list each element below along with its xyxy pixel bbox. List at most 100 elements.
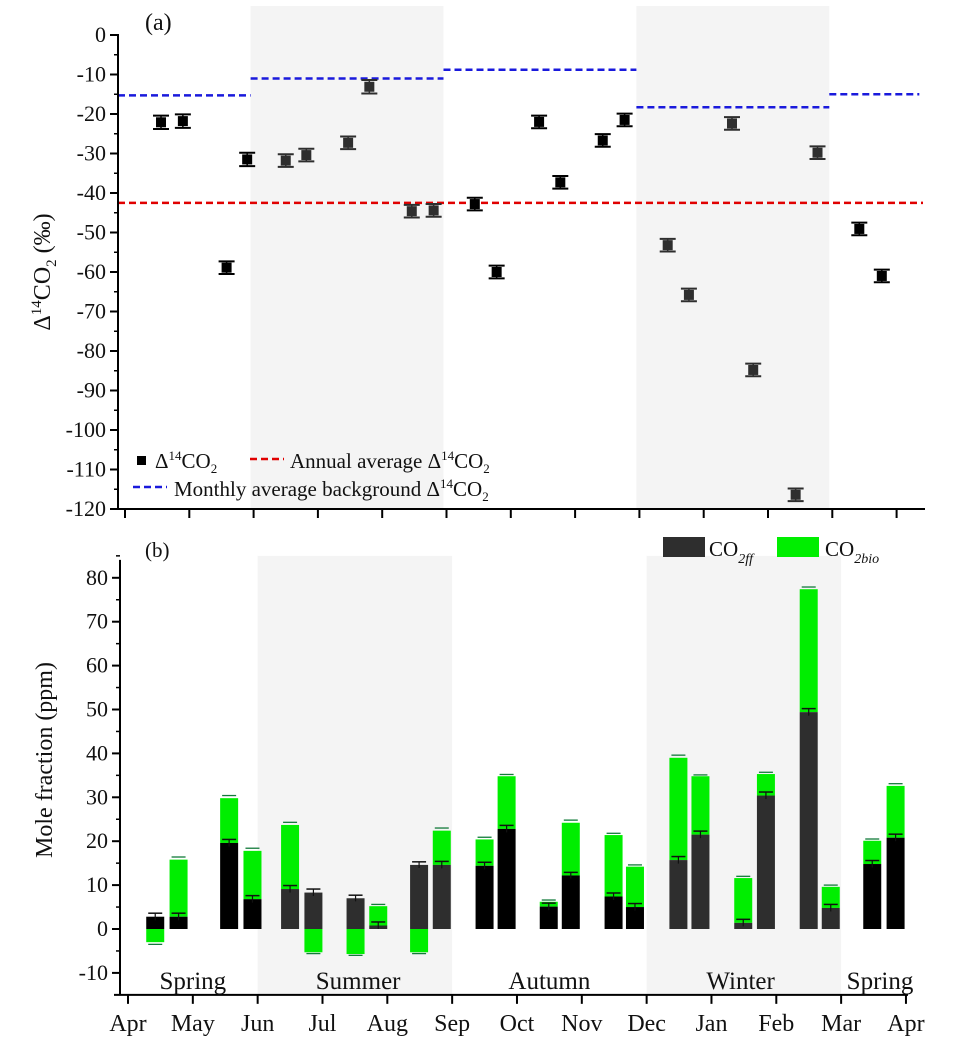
- data-point: [745, 362, 762, 378]
- y-tick-label: -120: [66, 496, 106, 521]
- bar-co2ff: [169, 916, 188, 929]
- bar-stack: [497, 773, 516, 929]
- point-marker: [876, 270, 887, 281]
- y-tick-label: 70: [86, 609, 108, 634]
- panel-label-a: (a): [145, 10, 172, 36]
- bar-stack: [539, 899, 558, 929]
- data-point: [466, 196, 483, 212]
- y-tick-label: -110: [66, 457, 106, 482]
- point-marker: [280, 155, 291, 166]
- point-marker: [491, 267, 502, 277]
- point-marker: [726, 118, 737, 129]
- bar-co2ff: [304, 892, 323, 929]
- y-tick-label: -20: [77, 101, 106, 126]
- bar-co2bio: [475, 839, 494, 866]
- bar-co2bio: [281, 824, 300, 890]
- legend-item-co2bio: CO2bio: [825, 537, 879, 567]
- data-point: [851, 221, 868, 237]
- season-label: Winter: [706, 968, 775, 995]
- data-point: [218, 260, 235, 275]
- point-marker: [683, 289, 694, 300]
- x-tick-label: Mar: [821, 1011, 861, 1037]
- x-tick-label: May: [171, 1011, 215, 1037]
- bar-co2bio: [604, 835, 623, 897]
- bar-stack: [561, 819, 580, 929]
- bar-stack: [625, 864, 644, 929]
- bar-co2bio: [243, 850, 262, 900]
- data-points: [153, 79, 890, 503]
- bar-co2ff: [604, 896, 623, 929]
- x-tick-label: Dec: [627, 1011, 666, 1037]
- bar-stack: [734, 875, 753, 929]
- x-tick-label: Feb: [758, 1011, 794, 1037]
- y-tick-label: -80: [77, 338, 106, 363]
- bar-stack: [169, 856, 188, 929]
- y-tick-label: 50: [86, 697, 108, 722]
- bar-co2ff: [410, 864, 429, 929]
- reference-lines: [118, 68, 923, 205]
- point-marker: [156, 117, 167, 128]
- data-point: [873, 268, 890, 284]
- bar-co2bio: [625, 866, 644, 908]
- bar-stack: [475, 836, 494, 929]
- x-tick-label: Apr: [109, 1011, 146, 1037]
- point-marker: [364, 81, 375, 92]
- bar-co2bio: [799, 589, 818, 713]
- y-tick-label: -60: [77, 259, 106, 284]
- bar-stack: [146, 912, 165, 946]
- x-tick-label: Sep: [434, 1011, 470, 1037]
- point-marker: [748, 364, 759, 375]
- bar-co2bio: [410, 929, 429, 953]
- bar-co2bio: [432, 830, 451, 865]
- bar-co2ff: [821, 907, 840, 929]
- bar-stack: [604, 832, 623, 929]
- y-tick-label: -90: [77, 378, 106, 403]
- season-label: Spring: [159, 968, 226, 995]
- season-label: Autumn: [508, 968, 590, 995]
- month-labels: Apr May Jun Jul Aug Sep Oct Nov Dec Jan Feb Mar Apr: [109, 1011, 924, 1037]
- data-point: [616, 112, 633, 128]
- y-tick-label: -10: [77, 62, 106, 87]
- season-shade: [636, 6, 830, 509]
- bar-co2ff: [669, 860, 688, 929]
- y-axis-title-b: Mole fraction (ppm): [32, 662, 58, 858]
- data-point: [298, 147, 315, 163]
- data-point: [488, 264, 505, 280]
- x-tick-label: Nov: [561, 1011, 602, 1037]
- y-tick-label: -50: [77, 220, 106, 245]
- legend-item-annual-average: Annual average Δ14CO2: [290, 448, 490, 476]
- season-shade: [250, 6, 444, 509]
- y-tick-label: -100: [66, 417, 106, 442]
- legend-item-delta14co2: Δ14CO2: [155, 448, 217, 476]
- panel-b: -10 0 10 20 30 40 50 60 70 80 Spring Summer Autumn W…: [32, 537, 925, 1037]
- x-tick-label: Aug: [367, 1011, 408, 1037]
- bar-co2ff: [243, 899, 262, 929]
- season-labels: Spring Summer Autumn Winter Spring: [159, 968, 913, 995]
- bar-co2ff: [539, 906, 558, 929]
- point-marker: [534, 116, 545, 127]
- y-tick-label: 0: [95, 22, 106, 47]
- panel-label-b: (b): [145, 538, 170, 562]
- bar-co2bio: [146, 929, 165, 943]
- bar-co2bio: [756, 774, 775, 796]
- data-point: [425, 203, 442, 218]
- bar-co2bio: [669, 757, 688, 861]
- bar-co2ff: [691, 834, 710, 929]
- point-marker: [177, 116, 188, 127]
- data-point: [340, 135, 357, 151]
- legend-item-monthly-background: Monthly average background Δ14CO2: [174, 476, 489, 504]
- data-point: [277, 153, 294, 168]
- data-point: [239, 151, 256, 168]
- bar-co2ff: [863, 864, 882, 929]
- legend-swatch-co2ff: [663, 537, 705, 557]
- legend-marker-square: [137, 456, 146, 465]
- point-marker: [812, 147, 823, 158]
- bar-co2bio: [691, 776, 710, 835]
- bar-stack: [886, 783, 905, 929]
- y-tick-label: -30: [77, 141, 106, 166]
- stacked-bars: [146, 586, 905, 956]
- bar-stack: [304, 888, 323, 955]
- bar-co2ff: [220, 842, 239, 929]
- y-tick-label: 0: [97, 916, 108, 941]
- bar-co2bio: [220, 798, 239, 843]
